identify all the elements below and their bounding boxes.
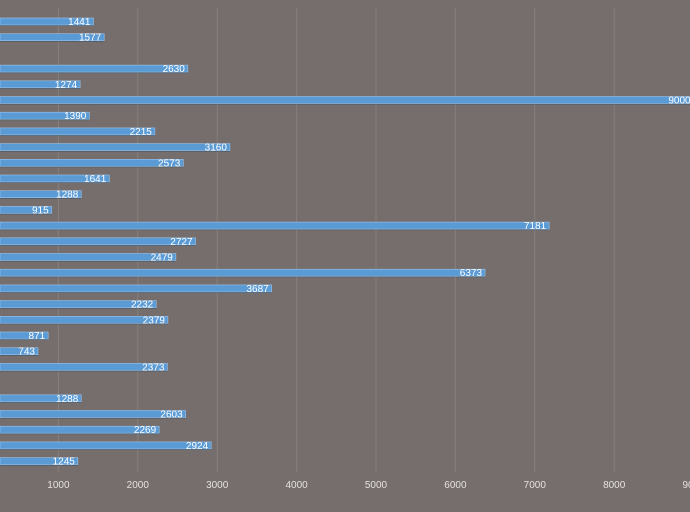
bar xyxy=(0,143,231,151)
data-label: 1441 xyxy=(68,17,91,28)
bar xyxy=(0,33,105,42)
data-label: 2379 xyxy=(143,315,166,326)
bar xyxy=(0,394,82,403)
data-label: 1274 xyxy=(55,80,78,91)
data-label: 2603 xyxy=(160,410,183,421)
bar xyxy=(0,190,82,198)
x-tick-label: 9000 xyxy=(682,480,690,491)
data-label: 1390 xyxy=(64,111,87,122)
bar xyxy=(0,284,273,293)
bar xyxy=(0,457,79,465)
bar xyxy=(0,221,550,230)
data-label: 2269 xyxy=(134,425,157,436)
bar xyxy=(0,410,186,418)
data-label: 2215 xyxy=(130,127,153,138)
data-label: 9000 xyxy=(668,96,690,107)
data-label: 7181 xyxy=(524,221,547,232)
data-label: 1288 xyxy=(56,190,79,201)
bar xyxy=(0,80,81,89)
x-tick-label: 8000 xyxy=(603,480,626,491)
data-label: 1288 xyxy=(56,394,79,405)
bar xyxy=(0,127,156,136)
bar xyxy=(0,268,486,277)
data-label: 1245 xyxy=(53,457,76,468)
data-label: 871 xyxy=(28,331,45,342)
x-tick-label: 2000 xyxy=(127,480,150,491)
bar xyxy=(0,206,52,214)
data-label: 2232 xyxy=(131,300,154,311)
bar xyxy=(0,363,168,371)
data-label: 915 xyxy=(32,205,49,216)
bar xyxy=(0,174,110,183)
data-label: 2373 xyxy=(142,362,165,373)
data-label: 2479 xyxy=(151,253,174,264)
x-tick-label: 5000 xyxy=(365,480,388,491)
bar xyxy=(0,253,177,261)
data-label: 1641 xyxy=(84,174,107,185)
data-label: 3160 xyxy=(205,143,228,154)
data-label: 6373 xyxy=(460,268,483,279)
bar xyxy=(0,111,90,120)
bar xyxy=(0,441,212,450)
bar xyxy=(0,347,39,356)
bar xyxy=(0,315,169,324)
data-label: 1577 xyxy=(79,33,102,44)
bar xyxy=(0,159,184,167)
gridlines xyxy=(57,8,615,472)
x-tick-label: 4000 xyxy=(285,480,308,491)
data-labels: 1441157715426301274900013902215316025731… xyxy=(18,17,690,468)
bar xyxy=(0,425,160,434)
bar xyxy=(0,300,157,308)
bar xyxy=(0,331,49,340)
data-label: 2727 xyxy=(170,237,193,248)
data-label: 3687 xyxy=(246,284,269,295)
data-label: 2924 xyxy=(186,441,209,452)
bar xyxy=(0,64,189,73)
x-tick-label: 6000 xyxy=(444,480,467,491)
x-tick-label: 1000 xyxy=(47,480,70,491)
bars xyxy=(0,17,690,466)
bar xyxy=(0,237,196,246)
bar xyxy=(0,17,94,26)
data-label: 2573 xyxy=(158,158,181,169)
x-axis: 1000 2000 3000 4000 5000 6000 7000 8000 9000 xyxy=(47,480,690,491)
x-tick-label: 7000 xyxy=(524,480,547,491)
data-label: 2630 xyxy=(163,64,186,75)
bar xyxy=(0,96,690,104)
data-label: 743 xyxy=(18,347,35,358)
x-tick-label: 3000 xyxy=(206,480,229,491)
